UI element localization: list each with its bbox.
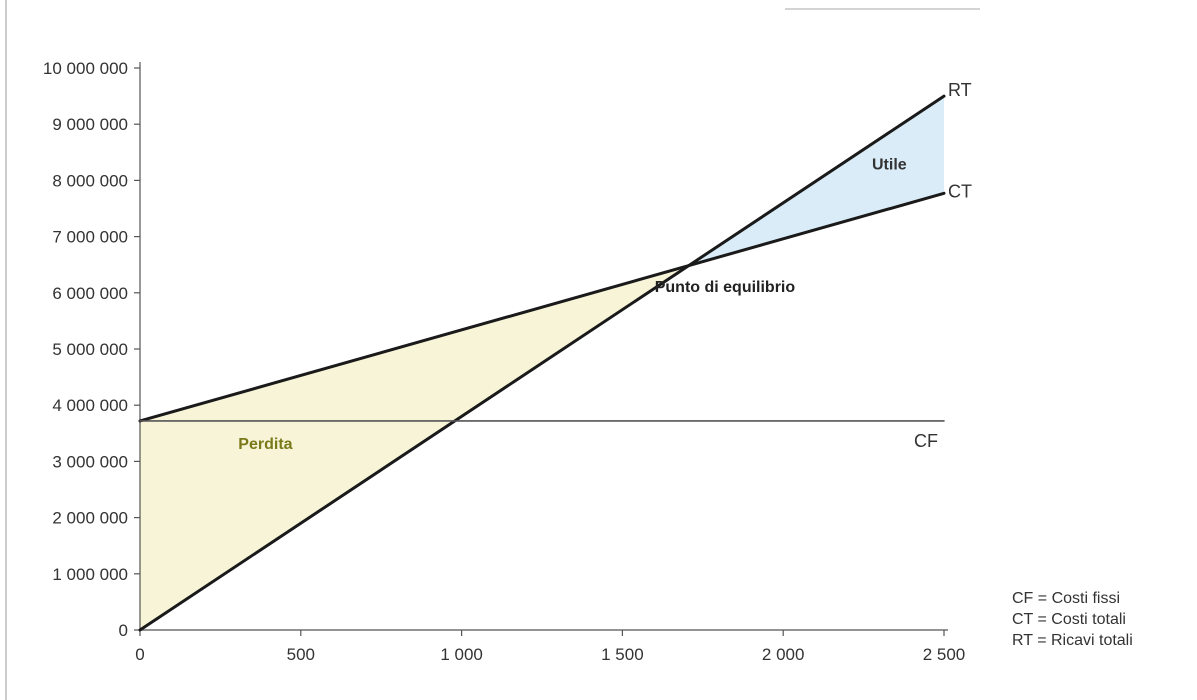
x-tick-label: 2 500 (923, 645, 966, 664)
y-tick-label: 6 000 000 (52, 284, 128, 303)
y-tick-label: 9 000 000 (52, 115, 128, 134)
x-tick-label: 0 (135, 645, 144, 664)
series-line-rt (138, 94, 946, 632)
x-tick-label: 2 000 (762, 645, 805, 664)
y-tick-label: 7 000 000 (52, 228, 128, 247)
profit-area-label: Utile (872, 157, 907, 174)
x-tick-label: 1 000 (440, 645, 483, 664)
legend-entry-cf: CF = Costi fissi (1012, 590, 1121, 607)
y-tick-label: 4 000 000 (52, 396, 128, 415)
series-line-ct (138, 191, 946, 423)
y-tick-label: 8 000 000 (52, 171, 128, 190)
series-label-ct: CT (948, 181, 972, 201)
y-tick-label: 0 (119, 621, 128, 640)
chart-legend: CF = Costi fissi CT = Costi totali RT = … (1012, 588, 1133, 651)
chart-lines (138, 94, 946, 632)
legend-entry-rt: RT = Ricavi totali (1012, 632, 1133, 649)
y-tick-label: 3 000 000 (52, 452, 128, 471)
y-tick-label: 1 000 000 (52, 565, 128, 584)
x-tick-label: 500 (287, 645, 315, 664)
chart-labels: RT CT CF Punto di equilibrio Perdita Utile (238, 80, 972, 453)
series-label-cf: CF (914, 431, 938, 451)
chart-axes: 0 1 000 000 2 000 000 3 000 000 4 000 000 5 0… (43, 59, 965, 664)
y-tick-label: 10 000 000 (43, 59, 128, 78)
loss-area-label: Perdita (238, 436, 292, 453)
break-even-label: Punto di equilibrio (655, 279, 796, 296)
y-tick-label: 2 000 000 (52, 509, 128, 528)
x-tick-label: 1 500 (601, 645, 644, 664)
series-label-rt: RT (948, 80, 972, 100)
legend-entry-ct: CT = Costi totali (1012, 611, 1126, 628)
y-tick-label: 5 000 000 (52, 340, 128, 359)
